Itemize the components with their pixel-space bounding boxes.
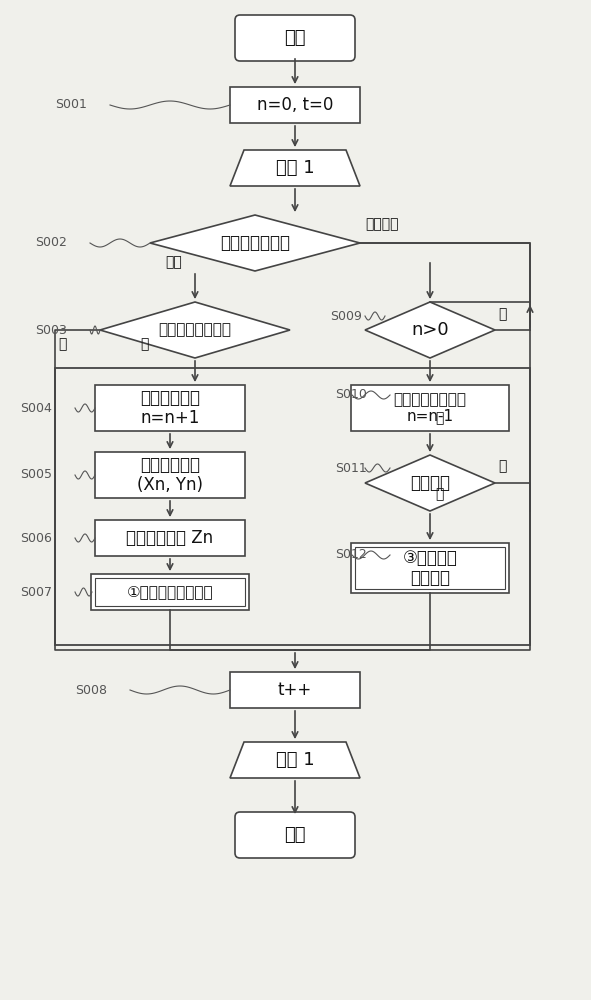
Bar: [351, 385, 509, 431]
Text: ①输入处的控制流程: ①输入处的控制流程: [126, 584, 213, 599]
Text: S011: S011: [335, 462, 367, 475]
Text: 接触: 接触: [165, 255, 182, 269]
Text: 循环 1: 循环 1: [275, 159, 314, 177]
Text: 开始: 开始: [284, 826, 306, 844]
Text: n=0, t=0: n=0, t=0: [257, 96, 333, 114]
Text: 维持接触坐标
(Xn, Yn): 维持接触坐标 (Xn, Yn): [137, 456, 203, 494]
Text: S006: S006: [20, 532, 52, 544]
Text: S001: S001: [55, 99, 87, 111]
Polygon shape: [150, 215, 360, 271]
FancyBboxPatch shape: [235, 812, 355, 858]
Text: S009: S009: [330, 310, 362, 322]
Text: 触摸面板传感器: 触摸面板传感器: [220, 234, 290, 252]
Text: 之前接触的输入？: 之前接触的输入？: [158, 322, 232, 338]
Text: S005: S005: [20, 468, 52, 482]
Text: t++: t++: [278, 681, 312, 699]
Bar: [95, 578, 245, 606]
Bar: [351, 543, 509, 593]
Text: 循环 1: 循环 1: [275, 751, 314, 769]
Text: 释放手指: 释放手指: [410, 474, 450, 492]
Bar: [95, 385, 245, 431]
Bar: [91, 574, 249, 610]
Text: 触摸面板的不接触
n=n-1: 触摸面板的不接触 n=n-1: [394, 392, 466, 424]
Text: 接触触摸面板
n=n+1: 接触触摸面板 n=n+1: [140, 389, 200, 427]
Text: S010: S010: [335, 388, 367, 401]
Text: 是: 是: [435, 487, 443, 501]
Text: n>0: n>0: [411, 321, 449, 339]
Text: S008: S008: [75, 684, 107, 696]
Bar: [230, 672, 360, 708]
Text: ③释放处的
控制流程: ③释放处的 控制流程: [402, 549, 457, 587]
Text: 存储接触面积 Zn: 存储接触面积 Zn: [126, 529, 213, 547]
Text: 否: 否: [498, 307, 506, 321]
Polygon shape: [365, 302, 495, 358]
Polygon shape: [230, 742, 360, 778]
FancyBboxPatch shape: [235, 15, 355, 61]
Text: S004: S004: [20, 401, 52, 414]
Bar: [95, 520, 245, 556]
Text: 是: 是: [58, 337, 66, 351]
Polygon shape: [365, 455, 495, 511]
Text: 释放接触: 释放接触: [365, 217, 398, 231]
Text: S002: S002: [35, 236, 67, 249]
Text: 开始: 开始: [284, 29, 306, 47]
Polygon shape: [230, 150, 360, 186]
Text: 是: 是: [435, 411, 443, 425]
Text: S012: S012: [335, 548, 367, 562]
Text: S003: S003: [35, 324, 67, 336]
Bar: [230, 87, 360, 123]
Bar: [355, 547, 505, 589]
Polygon shape: [100, 302, 290, 358]
Text: S007: S007: [20, 585, 52, 598]
Text: 否: 否: [140, 337, 148, 351]
Text: 否: 否: [498, 459, 506, 473]
Bar: [95, 452, 245, 498]
Bar: [55, 368, 530, 645]
